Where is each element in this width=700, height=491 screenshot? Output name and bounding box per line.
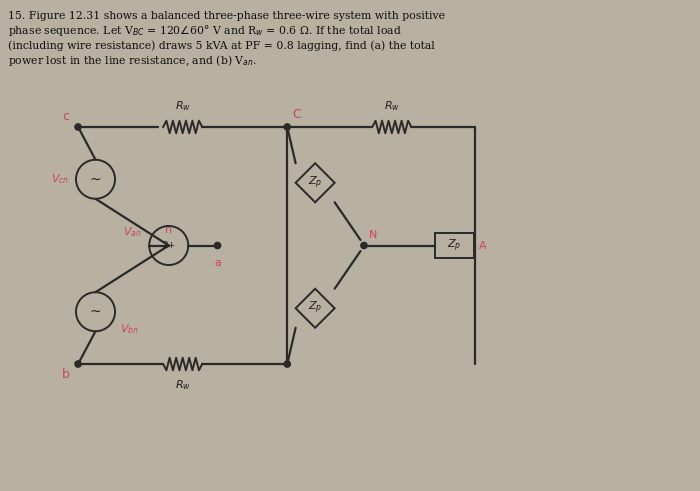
Circle shape [75,361,81,367]
Circle shape [284,361,290,367]
Text: $V_{bn}$: $V_{bn}$ [120,322,139,336]
Text: $R_w$: $R_w$ [384,99,400,113]
Text: c: c [63,110,70,123]
Text: $Z_p$: $Z_p$ [447,237,462,254]
Text: 2+: 2+ [162,241,175,250]
Circle shape [75,124,81,130]
Text: b: b [62,368,70,381]
Text: $R_w$: $R_w$ [174,378,190,392]
Text: $Z_p$: $Z_p$ [308,300,323,317]
Text: A: A [479,241,486,250]
Text: a: a [214,258,221,268]
Text: $V_{an}$: $V_{an}$ [123,225,142,239]
Text: n: n [165,225,172,235]
Bar [435,233,474,258]
Circle shape [360,243,367,248]
Text: $V_{cn}$: $V_{cn}$ [50,172,69,186]
Text: ~: ~ [90,172,102,186]
Text: 15. Figure 12.31 shows a balanced three-phase three-wire system with positive
ph: 15. Figure 12.31 shows a balanced three-… [8,11,445,68]
Text: $Z_p$: $Z_p$ [308,174,323,191]
Text: $R_w$: $R_w$ [174,99,190,113]
Text: N: N [369,230,377,240]
Text: ~: ~ [90,305,102,319]
Text: C: C [292,109,301,121]
Circle shape [214,243,220,248]
Circle shape [284,124,290,130]
